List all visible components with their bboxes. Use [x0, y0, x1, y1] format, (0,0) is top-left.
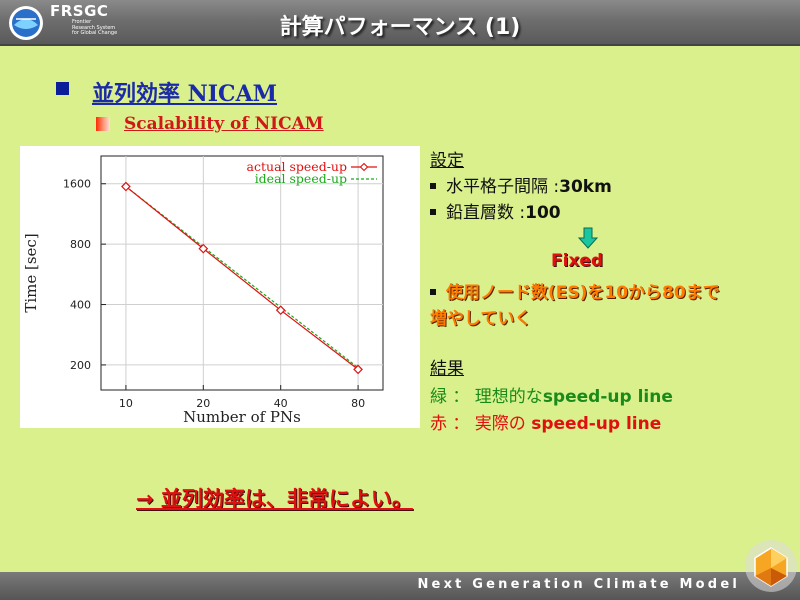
bullet-icon: [430, 289, 436, 295]
y-tick-label: 800: [70, 238, 91, 251]
main-heading: 並列効率 NICAM: [92, 81, 277, 107]
y-tick-label: 1600: [63, 178, 91, 191]
actual-point-marker: [198, 243, 209, 254]
chart-series: [121, 181, 363, 375]
setting-vertical-layers: 鉛直層数 :100: [430, 198, 561, 223]
y-tick-label: 400: [70, 299, 91, 312]
logo-subtitle: Frontier Research System for Global Chan…: [72, 19, 118, 36]
setting-node-count-line2: 増やしていく: [430, 309, 532, 329]
logo-text: FRSGC: [50, 2, 109, 20]
frsgc-logo: [9, 6, 43, 40]
legend-marker: [359, 162, 369, 172]
actual-point-marker: [275, 305, 286, 316]
gradient-bullet-icon: [96, 117, 110, 131]
x-tick-label: 20: [196, 397, 210, 410]
bullet-icon: [430, 209, 436, 215]
result-actual-line: 赤 ： 実際の speed-up line: [430, 414, 662, 434]
legend-label: actual speed-up: [247, 159, 347, 174]
bullet-icon: [430, 183, 436, 189]
ideal-speedup-line: [125, 186, 359, 369]
x-axis-label: Number of PNs: [183, 408, 301, 426]
fixed-label: Fixed: [551, 251, 604, 271]
x-tick-label: 80: [351, 397, 365, 410]
setting-grid-spacing: 水平格子間隔 :30km: [430, 172, 612, 197]
chart-grid: [101, 156, 383, 390]
legend-label: ideal speed-up: [255, 171, 347, 186]
y-tick-label: 200: [70, 359, 91, 372]
actual-point-marker: [121, 181, 131, 192]
results-label: 結果: [430, 359, 464, 379]
chart-ticks: 10 20 40 80 200 400 800 1600: [63, 178, 365, 410]
result-ideal-line: 緑 ： 理想的なspeed-up line: [430, 387, 673, 407]
conclusion-text: → 並列効率は、非常によい。: [136, 487, 413, 511]
x-tick-label: 40: [274, 397, 288, 410]
actual-speedup-line: [125, 186, 359, 370]
plot-frame: [100, 155, 384, 391]
globe-logo-icon: [745, 540, 797, 592]
x-tick-label: 10: [119, 397, 133, 410]
setting-node-count: 使用ノード数(ES)を10から80まで: [430, 278, 720, 303]
scalability-chart: 10 20 40 80 200 400 800 1600 actual speed-up ide…: [20, 146, 420, 428]
footer-bar: [0, 572, 800, 600]
header-bar: [0, 0, 800, 46]
sub-heading: Scalability of NICAM: [124, 114, 324, 134]
settings-label: 設定: [430, 151, 464, 171]
slide-title: 計算パフォーマンス (1): [279, 15, 521, 40]
chart-svg: 10 20 40 80 200 400 800 1600 actual speed-upide…: [22, 155, 384, 426]
down-arrow-icon: [578, 227, 598, 249]
square-bullet-icon: [56, 82, 69, 95]
actual-point-marker: [353, 364, 363, 375]
footer-tagline: Next Generation Climate Model: [417, 577, 740, 592]
y-axis-label: Time [sec]: [22, 233, 40, 312]
